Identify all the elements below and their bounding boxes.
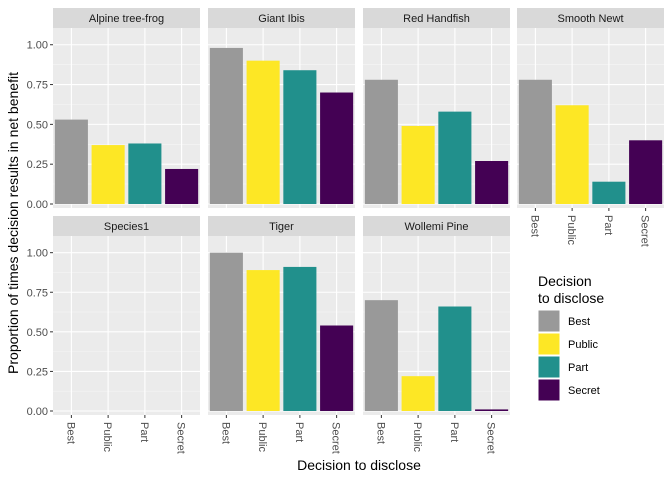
facet-strip-giant-ibis <box>208 8 355 28</box>
y-tick-label: 0.00 <box>27 199 48 211</box>
y-tick-label: 0.75 <box>27 80 48 92</box>
bar-tiger-public <box>246 270 280 411</box>
bar-red-handfish-part <box>438 111 472 204</box>
panels-layer: Alpine tree-frog 0.00 0.25 0.50 0.75 1.00 Gian… <box>27 8 664 454</box>
legend-label-public: Public <box>568 339 598 351</box>
bar-tiger-part <box>283 266 317 411</box>
bar-tiger-secret <box>320 325 354 411</box>
facet-label-red-handfish: Red Handfish <box>403 13 470 25</box>
legend-key-best <box>537 309 561 333</box>
facet-label-alpine-tree-frog: Alpine tree-frog <box>89 13 164 25</box>
x-tick-label: Public <box>101 422 113 452</box>
bar-smooth-newt-public <box>555 105 589 204</box>
bar-alpine-tree-frog-public <box>91 145 125 204</box>
legend-label-best: Best <box>568 316 590 328</box>
facet-label-species1: Species1 <box>104 221 149 233</box>
bar-wollemi-pine-secret <box>475 409 509 411</box>
x-tick-label: Public <box>565 215 577 245</box>
bar-smooth-newt-best <box>518 79 552 204</box>
y-tick-label: 0.50 <box>27 119 48 131</box>
bar-red-handfish-secret <box>475 161 509 204</box>
facet-label-giant-ibis: Giant Ibis <box>258 13 305 25</box>
y-tick-label: 0.00 <box>27 406 48 418</box>
bar-smooth-newt-part <box>592 181 626 204</box>
bar-red-handfish-public <box>401 125 435 204</box>
facet-strip-wollemi-pine <box>363 216 510 236</box>
bar-giant-ibis-secret <box>320 92 354 204</box>
legend-title-line1: Decision <box>538 273 592 289</box>
bar-alpine-tree-frog-best <box>54 119 88 204</box>
x-tick-label: Public <box>256 422 268 452</box>
x-tick-label: Best <box>528 215 540 237</box>
bar-alpine-tree-frog-part <box>128 143 162 204</box>
facet-strip-tiger <box>208 216 355 236</box>
y-tick-label: 0.25 <box>27 366 48 378</box>
x-tick-label: Part <box>448 422 460 442</box>
bar-wollemi-pine-part <box>438 306 472 411</box>
x-tick-label: Best <box>374 422 386 444</box>
x-tick-label: Part <box>602 215 614 235</box>
y-tick-label: 1.00 <box>27 248 48 260</box>
facet-label-smooth-newt: Smooth Newt <box>557 13 623 25</box>
x-tick-label: Best <box>219 422 231 444</box>
legend-key-public <box>537 332 561 356</box>
bar-giant-ibis-part <box>283 70 317 204</box>
legend-key-secret <box>537 378 561 402</box>
facet-label-wollemi-pine: Wollemi Pine <box>405 221 469 233</box>
bar-alpine-tree-frog-secret <box>165 168 199 204</box>
y-tick-label: 0.25 <box>27 159 48 171</box>
bar-wollemi-pine-public <box>401 376 435 411</box>
bar-giant-ibis-public <box>246 60 280 204</box>
x-tick-label: Secret <box>330 422 342 454</box>
x-tick-label: Part <box>293 422 305 442</box>
legend-title-line2: to disclose <box>538 290 604 306</box>
facet-label-tiger: Tiger <box>269 221 294 233</box>
facet-strip-species1 <box>53 216 200 236</box>
bar-smooth-newt-secret <box>629 140 663 204</box>
facet-strip-smooth-newt <box>517 8 664 28</box>
y-tick-label: 1.00 <box>27 40 48 52</box>
x-tick-label: Secret <box>485 422 497 454</box>
x-tick-label: Secret <box>639 215 651 247</box>
legend-label-part: Part <box>568 362 588 374</box>
legend: Decision to disclose Best Public Part Secre… <box>537 273 604 402</box>
x-tick-label: Public <box>411 422 423 452</box>
bar-wollemi-pine-best <box>364 300 398 411</box>
legend-key-part <box>537 355 561 379</box>
bar-red-handfish-best <box>364 79 398 204</box>
x-tick-label: Secret <box>175 422 187 454</box>
legend-items: Best Public Part Secret <box>537 309 600 402</box>
bar-giant-ibis-best <box>209 47 243 204</box>
x-axis-title: Decision to disclose <box>297 457 421 473</box>
y-axis-title: Proportion of times decision results in … <box>5 72 21 374</box>
facet-strip-alpine-tree-frog <box>53 8 200 28</box>
legend-label-secret: Secret <box>568 385 600 397</box>
bar-tiger-best <box>209 252 243 411</box>
y-tick-label: 0.50 <box>27 327 48 339</box>
panel-background-species1 <box>53 236 200 415</box>
y-tick-label: 0.75 <box>27 287 48 299</box>
facet-strip-red-handfish <box>363 8 510 28</box>
x-tick-label: Best <box>64 422 76 444</box>
x-tick-label: Part <box>138 422 150 442</box>
